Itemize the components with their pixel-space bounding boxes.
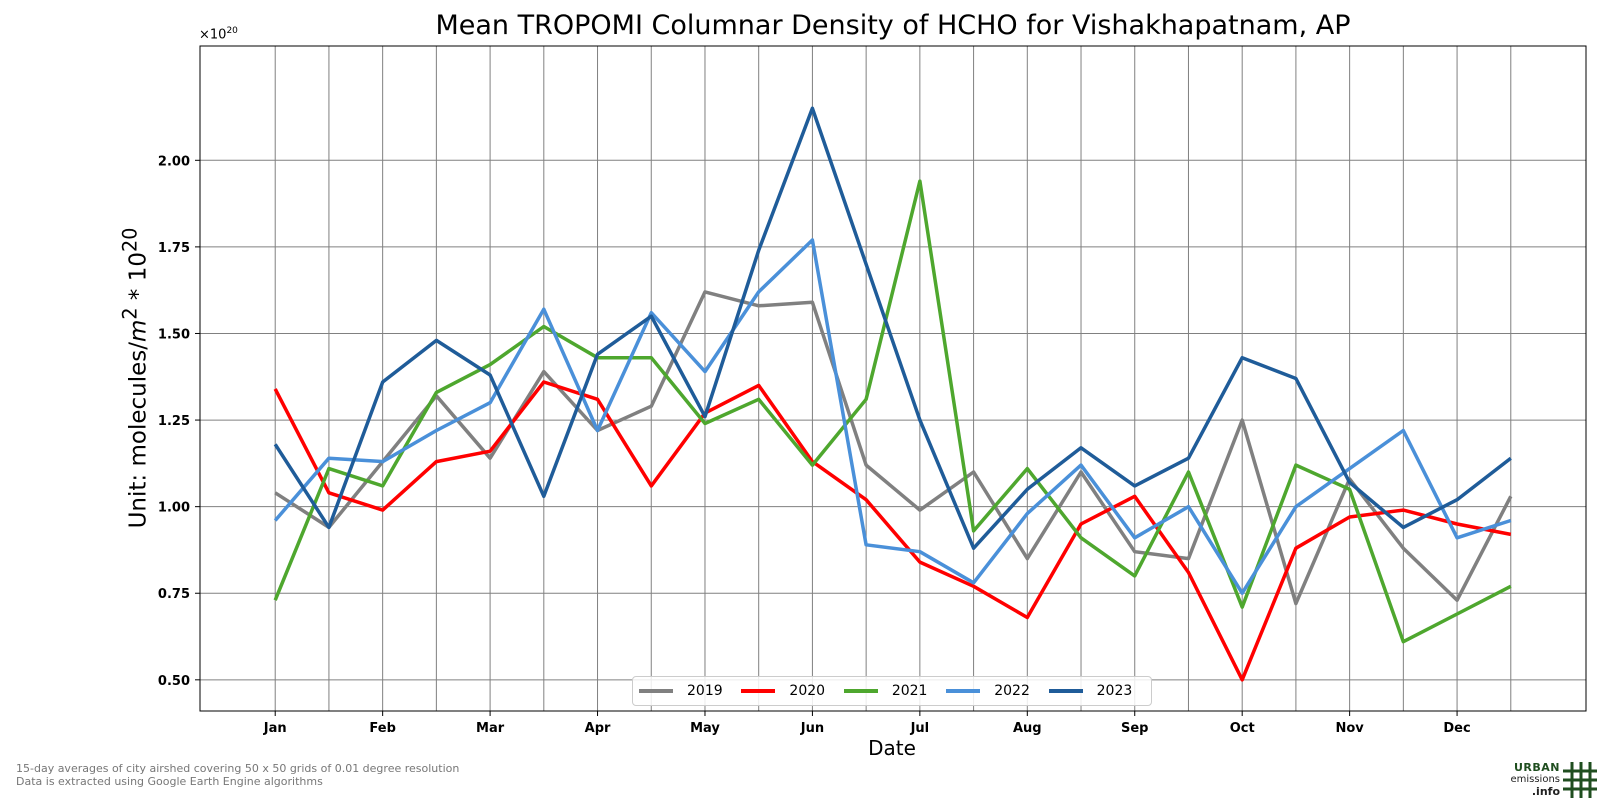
logo-text: URBAN emissions .info <box>1500 762 1560 798</box>
logo-line-3: .info <box>1531 785 1560 798</box>
legend-label: 2020 <box>789 683 826 699</box>
legend-label: 2023 <box>1096 683 1133 699</box>
x-tick-label: Dec <box>1443 721 1470 736</box>
chart-title: Mean TROPOMI Columnar Density of HCHO fo… <box>435 10 1351 41</box>
y-tick-label: 1.00 <box>158 501 190 516</box>
plot-frame <box>199 45 1587 712</box>
logo-grid-icon <box>1563 762 1597 798</box>
legend-swatch <box>741 689 776 693</box>
series-line-2019 <box>274 290 1513 606</box>
series-line-2021 <box>273 179 1512 644</box>
footer-line-1: 15-day averages of city airshed covering… <box>16 762 460 775</box>
legend-swatch <box>843 689 878 693</box>
x-tick-label: Feb <box>369 721 395 736</box>
x-tick-label: Sep <box>1121 721 1149 736</box>
legend-label: 2019 <box>687 683 723 699</box>
legend-item-2022: 2022 <box>946 683 1048 699</box>
x-tick-label: Mar <box>476 721 505 736</box>
series-line-2023 <box>273 106 1512 550</box>
y-tick-label: 2.00 <box>158 154 190 169</box>
urban-emissions-logo: URBAN emissions .info <box>1500 760 1600 800</box>
series-line-2022 <box>273 238 1512 595</box>
scale-exponent: 20 <box>226 26 238 36</box>
y-tick-label: 1.75 <box>158 241 190 256</box>
legend-item-2023: 2023 <box>1048 683 1151 699</box>
axis-ticks: Jan Feb Mar Apr May Jun Jul Aug Sep Oct Nov Dec 0.50… <box>158 154 1471 736</box>
logo-line-2: emissions <box>1510 774 1560 785</box>
legend-item-2021: 2021 <box>843 683 946 699</box>
x-tick-label: May <box>690 721 720 736</box>
x-tick-label: Oct <box>1230 721 1255 736</box>
x-tick-label: Nov <box>1335 721 1364 736</box>
scale-prefix: ×10 <box>199 27 227 43</box>
x-tick-label: Jul <box>910 721 930 736</box>
x-tick-label: Aug <box>1013 721 1042 736</box>
legend-swatch <box>639 689 673 693</box>
chart-legend: 2019 2020 2021 2022 2023 <box>632 676 1152 706</box>
grid-lines <box>200 46 1586 711</box>
axis-scale-label: ×1020 <box>199 26 238 42</box>
ylabel-prefix: Unit: molecules/ <box>125 341 152 529</box>
x-tick-label: Apr <box>585 721 611 736</box>
ylabel-unit: m <box>125 319 152 342</box>
legend-swatch <box>946 689 981 693</box>
series-lines <box>273 106 1513 682</box>
footer-notes: 15-day averages of city airshed covering… <box>16 762 459 788</box>
series-line-2020 <box>273 380 1512 682</box>
y-axis-label: Unit: molecules/m2 * 1020 <box>119 228 152 529</box>
ylabel-suffix: * 10 <box>125 251 152 308</box>
y-tick-label: 1.25 <box>158 414 190 429</box>
legend-label: 2022 <box>994 683 1030 699</box>
x-tick-label: Jan <box>263 721 287 736</box>
ylabel-unit-exponent: 2 <box>118 307 142 320</box>
y-tick-label: 1.50 <box>158 327 190 342</box>
y-tick-label: 0.75 <box>158 587 190 602</box>
legend-label: 2021 <box>891 683 928 699</box>
x-tick-label: Jun <box>800 721 824 736</box>
ylabel-suffix-exponent: 20 <box>118 227 142 252</box>
legend-item-2020: 2020 <box>741 683 843 699</box>
logo-line-1: URBAN <box>1513 761 1560 774</box>
y-tick-label: 0.50 <box>158 674 190 689</box>
x-axis-label: Date <box>868 736 916 760</box>
footer-line-2: Data is extracted using Google Earth Eng… <box>16 775 323 788</box>
legend-swatch <box>1048 689 1083 693</box>
legend-item-2019: 2019 <box>639 683 741 699</box>
